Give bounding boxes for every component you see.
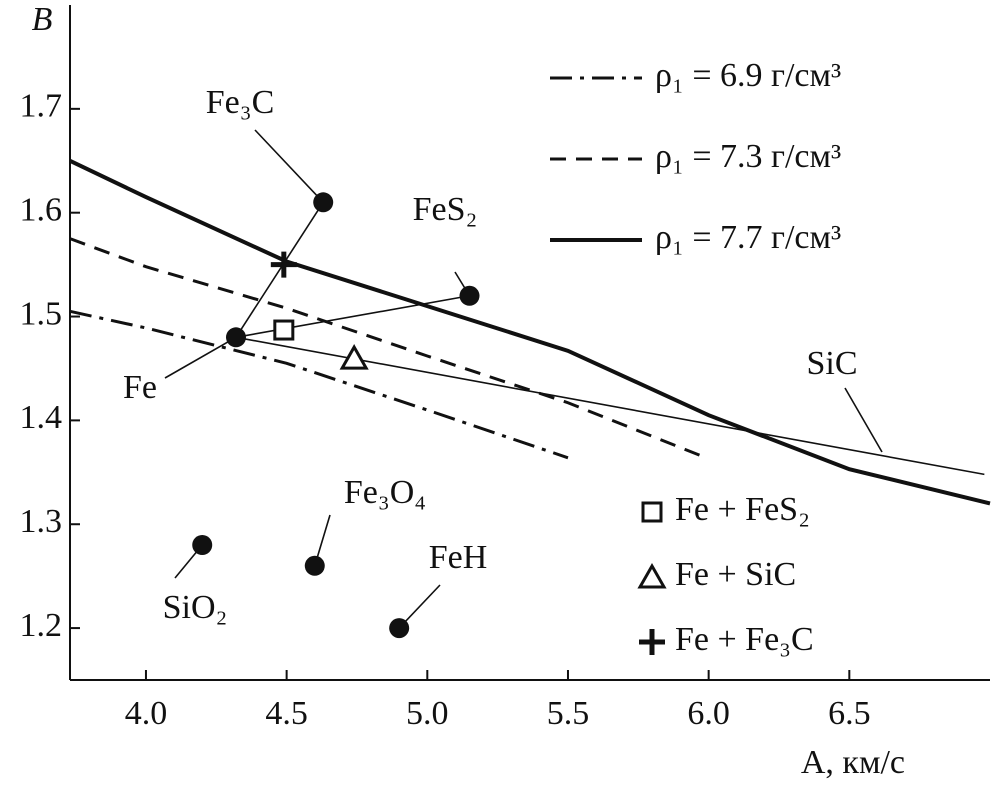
mixture-marker — [273, 319, 295, 341]
label-leader — [254, 129, 324, 203]
point-label: FeS₂ — [413, 191, 478, 228]
density-curve — [69, 158, 991, 506]
x-tick-label: 5.0 — [406, 695, 449, 732]
y-tick-label: 1.2 — [20, 607, 63, 644]
legend-label: ρ₁ = 7.7 г/см³ — [655, 219, 841, 256]
mixture-marker — [270, 251, 297, 278]
label-leader — [164, 336, 237, 379]
legend-label: Fe + FeS₂ — [675, 491, 810, 528]
y-tick-label: 1.5 — [20, 295, 63, 332]
legend-label: ρ₁ = 6.9 г/см³ — [655, 57, 841, 94]
point-label: SiO₂ — [163, 589, 228, 626]
point — [192, 535, 213, 555]
point-label: Fe — [123, 369, 157, 406]
point-label: Fe₃O₄ — [344, 474, 426, 511]
label-leader — [844, 387, 883, 453]
y-tick-label: 1.4 — [20, 399, 63, 436]
density-curve — [69, 309, 569, 460]
legend-label: Fe + SiC — [675, 556, 796, 593]
legend-marker — [639, 629, 665, 655]
point — [225, 327, 246, 348]
y-tick-label: 1.6 — [20, 191, 63, 228]
legend-label: Fe + Fe₃C — [675, 621, 814, 658]
legend-label: ρ₁ = 7.3 г/см³ — [655, 138, 841, 175]
legend-marker — [637, 562, 667, 589]
mixing-line — [235, 201, 324, 338]
x-tick-label: 6.0 — [687, 695, 730, 732]
x-tick-label: 4.5 — [265, 695, 308, 732]
point — [313, 192, 334, 213]
point — [304, 555, 325, 576]
point-label: Fe₃C — [206, 84, 275, 121]
legend-marker — [641, 501, 663, 523]
line-label: SiC — [806, 345, 857, 382]
mixture-marker — [339, 344, 369, 370]
density-curve — [69, 237, 710, 461]
x-tick-label: 6.5 — [828, 695, 871, 732]
x-tick-label: 5.5 — [547, 695, 590, 732]
y-tick-label: 1.7 — [20, 88, 63, 125]
x-tick-label: 4.0 — [125, 695, 168, 732]
point — [459, 285, 480, 306]
point — [389, 618, 410, 639]
point-label: FeH — [429, 539, 488, 576]
y-tick-label: 1.3 — [20, 503, 63, 540]
x-axis-label: A, км/с — [801, 744, 905, 781]
y-axis-label: B — [32, 1, 53, 38]
